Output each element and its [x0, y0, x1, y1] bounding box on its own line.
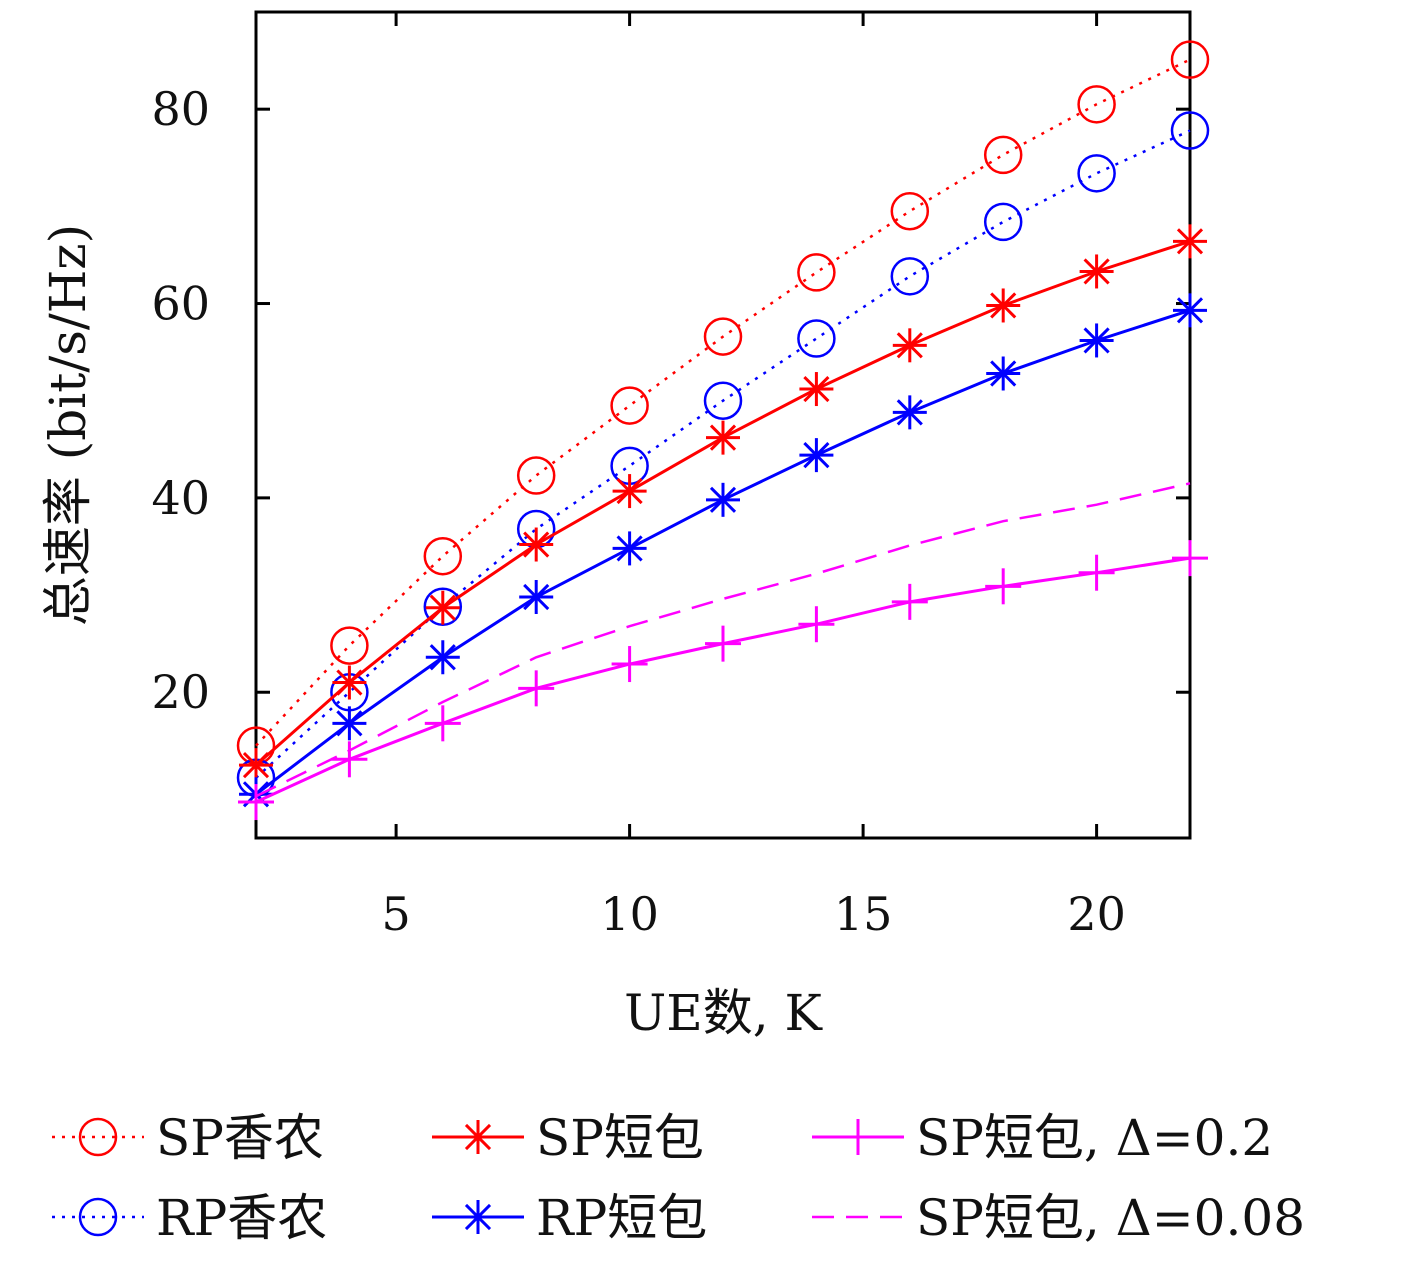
legend-item: SP短包, Δ=0.2: [812, 1109, 1273, 1167]
legend-marker: [78, 1117, 118, 1157]
data-point: [1170, 40, 1210, 79]
data-point: [891, 583, 928, 620]
legend-marker: [461, 1200, 495, 1234]
legend-label: RP香农: [156, 1189, 327, 1247]
x-tick-label: 10: [600, 887, 659, 941]
legend-label: SP短包: [536, 1109, 704, 1167]
legend-item: SP短包: [432, 1109, 704, 1167]
data-point: [424, 705, 461, 742]
data-point: [332, 665, 367, 700]
legend-label: SP短包, Δ=0.08: [916, 1189, 1305, 1247]
legend-item: RP短包: [432, 1189, 707, 1247]
data-point: [705, 625, 741, 662]
series-line: [255, 58, 1191, 747]
data-point: [239, 748, 273, 783]
data-point: [425, 640, 460, 675]
y-axis-label: 总速率 (bit/s/Hz): [39, 224, 97, 626]
data-point: [1172, 540, 1208, 577]
data-point: [519, 580, 554, 615]
data-point: [423, 536, 463, 576]
data-point: [331, 741, 368, 778]
series-3: [239, 224, 1207, 783]
data-point: [610, 386, 649, 425]
data-point: [423, 587, 463, 626]
y-tick-label: 80: [151, 82, 210, 136]
legend-item: SP短包, Δ=0.08: [812, 1189, 1305, 1247]
data-point: [986, 356, 1021, 391]
data-point: [985, 568, 1022, 605]
plot-area: [254, 10, 1192, 840]
y-tick-label: 60: [151, 277, 210, 331]
data-point: [703, 317, 743, 356]
data-point: [706, 420, 740, 455]
series-6: [255, 482, 1191, 798]
x-tick-label: 20: [1067, 887, 1126, 941]
x-tick-label: 5: [381, 887, 410, 941]
series-line: [255, 556, 1191, 804]
data-point: [238, 784, 274, 821]
series-line: [255, 482, 1191, 798]
data-point: [1078, 554, 1115, 591]
data-point: [612, 531, 647, 566]
data-point: [1079, 323, 1114, 358]
data-point: [799, 438, 834, 473]
data-point: [892, 328, 927, 363]
data-point: [890, 257, 930, 296]
data-point: [986, 288, 1021, 323]
data-point: [1173, 293, 1207, 328]
data-point: [983, 202, 1023, 242]
data-point: [332, 706, 367, 741]
series-5: [238, 540, 1208, 821]
series-1: [236, 40, 1210, 765]
data-point: [797, 319, 836, 358]
legend-item: RP香农: [52, 1189, 327, 1247]
data-point: [892, 395, 927, 430]
data-point: [798, 606, 835, 643]
data-point: [1079, 254, 1114, 289]
data-point: [1170, 111, 1210, 150]
data-point: [425, 590, 460, 625]
data-point: [612, 474, 647, 509]
data-point: [706, 482, 740, 517]
legend-marker: [78, 1197, 118, 1237]
data-point: [1077, 154, 1116, 193]
y-tick-label: 20: [151, 665, 210, 719]
legend-marker: [840, 1119, 876, 1155]
legend-label: SP香农: [156, 1109, 324, 1167]
legend-label: SP短包, Δ=0.2: [916, 1109, 1273, 1167]
series-line: [255, 129, 1191, 779]
data-point: [799, 372, 834, 407]
data-point: [797, 253, 836, 292]
data-point: [890, 191, 930, 231]
legend-item: SP香农: [52, 1109, 324, 1167]
data-point: [519, 527, 554, 562]
data-point: [330, 626, 369, 665]
x-axis-label: UE数, K: [624, 984, 823, 1042]
x-tick-label: 15: [834, 887, 893, 941]
legend-marker: [461, 1120, 495, 1154]
data-point: [983, 135, 1023, 175]
data-point: [516, 456, 556, 495]
data-point: [703, 381, 743, 420]
data-point: [611, 646, 648, 683]
series-4: [239, 293, 1207, 812]
data-point: [1173, 224, 1207, 259]
legend-label: RP短包: [536, 1189, 707, 1247]
data-point: [518, 670, 555, 707]
series-2: [236, 111, 1210, 798]
y-tick-label: 40: [151, 471, 210, 525]
data-point: [1077, 85, 1116, 124]
